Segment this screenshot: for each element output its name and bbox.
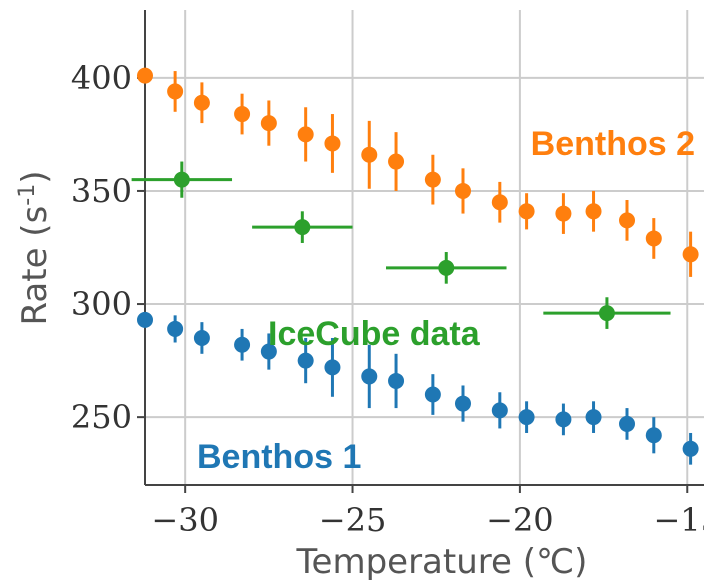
data-point (424, 386, 441, 403)
series-benthos-2 (137, 67, 699, 277)
data-point (234, 336, 251, 353)
series-label-icecube: IceCube data (268, 315, 481, 353)
x-axis-title: Temperature (℃) (296, 542, 588, 582)
data-point (234, 106, 251, 123)
y-axis-title: Rate (s-1) (15, 171, 55, 326)
data-point (173, 171, 190, 188)
axes (144, 10, 704, 486)
y-ticks: 250 300 350 400 (71, 59, 145, 436)
y-tick-label: 350 (71, 172, 132, 210)
x-ticks: −30 −25 −20 −15 (151, 485, 704, 539)
data-point (324, 359, 341, 376)
data-series (131, 67, 699, 465)
data-point (260, 343, 277, 360)
data-point (491, 194, 508, 211)
data-point (598, 305, 615, 322)
data-point (388, 153, 405, 170)
data-point (361, 368, 378, 385)
y-tick-label: 400 (71, 59, 132, 97)
data-point (424, 171, 441, 188)
data-point (585, 409, 602, 426)
y-axis-title-superscript: -1 (15, 184, 40, 206)
series-label-benthos-2: Benthos 2 (531, 125, 695, 163)
data-point (324, 135, 341, 152)
data-point (137, 67, 153, 84)
grid-lines (145, 10, 704, 485)
data-point (454, 182, 471, 199)
y-axis-title-main: Rate (s (15, 206, 55, 326)
data-point (491, 402, 508, 419)
series-benthos-1 (137, 311, 699, 465)
data-point (619, 415, 636, 432)
x-tick-label: −20 (486, 501, 554, 539)
x-tick-label: −25 (319, 501, 387, 539)
data-point (193, 329, 210, 346)
data-point (555, 205, 572, 222)
data-point (294, 219, 311, 236)
data-point (645, 230, 662, 247)
series-icecube-data (131, 161, 671, 329)
data-point (682, 246, 699, 263)
x-tick-label: −30 (151, 501, 219, 539)
y-tick-label: 300 (71, 285, 132, 323)
data-point (167, 320, 184, 337)
data-point (193, 94, 210, 111)
data-point (682, 440, 699, 457)
data-point (361, 146, 378, 163)
series-label-benthos-1: Benthos 1 (197, 438, 361, 476)
x-tick-label: −15 (653, 501, 704, 539)
data-point (454, 395, 471, 412)
data-point (438, 259, 455, 276)
data-point (619, 212, 636, 229)
data-point (388, 372, 405, 389)
y-axis-title-close: ) (15, 171, 55, 184)
data-point (645, 427, 662, 444)
data-point (518, 409, 535, 426)
data-point (518, 203, 535, 220)
data-point (137, 311, 153, 328)
data-point (167, 83, 184, 100)
data-point (297, 352, 314, 369)
y-tick-label: 250 (71, 398, 132, 436)
data-point (585, 203, 602, 220)
data-point (555, 411, 572, 428)
data-point (297, 126, 314, 143)
data-point (260, 115, 277, 132)
